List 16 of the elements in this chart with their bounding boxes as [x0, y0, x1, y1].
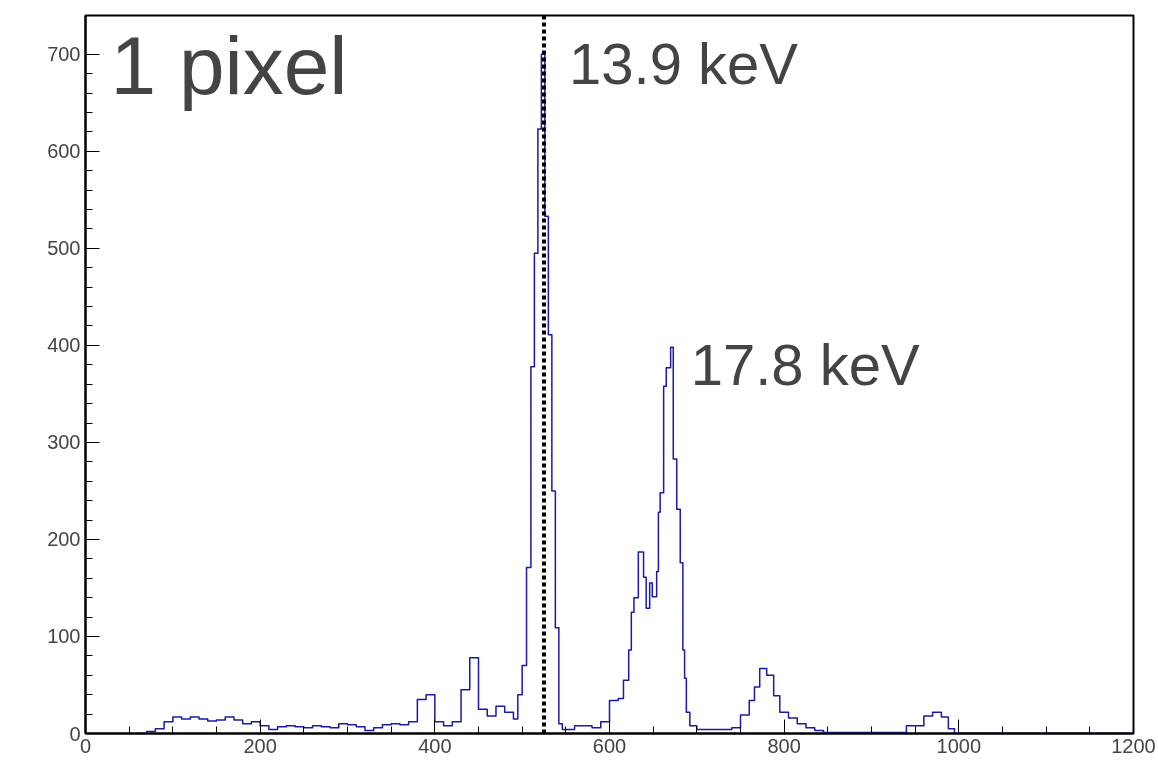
- y-tick-label: 200: [47, 528, 81, 551]
- x-tick-label: 600: [592, 734, 627, 757]
- x-tick-label: 200: [243, 734, 277, 757]
- x-tick-label: 1200: [1111, 734, 1156, 757]
- annotation: 17.8 keV: [690, 332, 920, 398]
- ref-line-label: 13.9 keV: [569, 30, 799, 96]
- x-tick-label: 1000: [936, 734, 982, 757]
- x-tick-label: 400: [418, 734, 452, 757]
- y-tick-label: 700: [47, 43, 81, 66]
- x-tick-label: 800: [767, 734, 801, 757]
- y-tick-label: 300: [47, 431, 81, 454]
- y-tick-label: 500: [47, 237, 81, 260]
- y-tick-label: 100: [47, 625, 81, 648]
- y-tick-label: 400: [47, 334, 81, 357]
- annotation: 1 pixel: [110, 19, 348, 111]
- y-tick-label: 600: [47, 140, 81, 163]
